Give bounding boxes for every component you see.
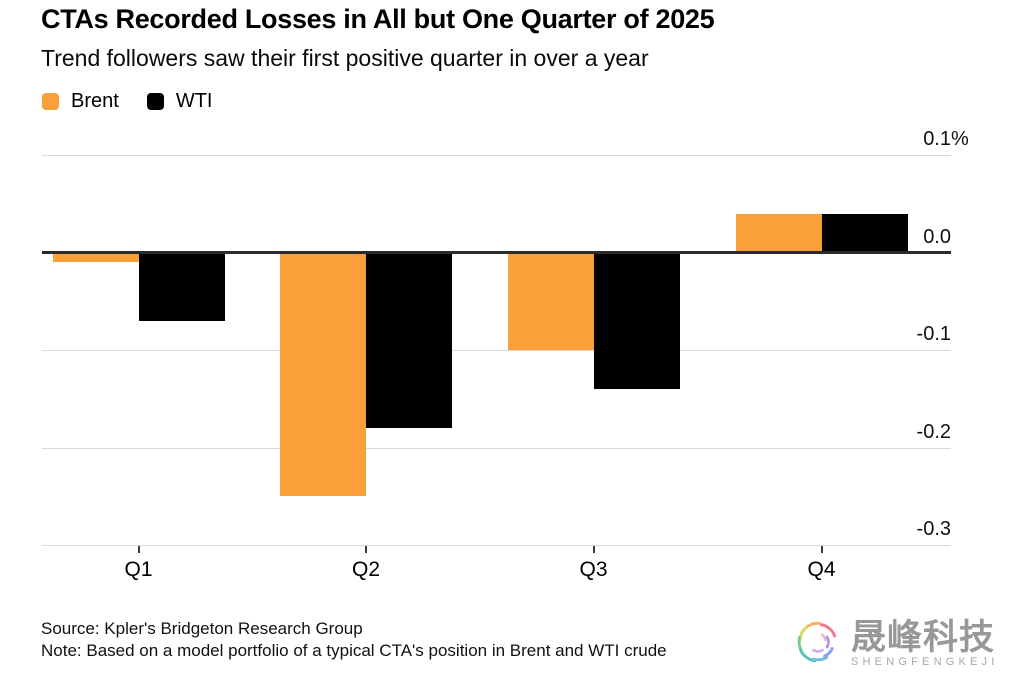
legend-item-wti: WTI: [146, 90, 213, 113]
legend: Brent WTI: [42, 90, 212, 113]
x-axis-label-q3: Q3: [579, 558, 608, 581]
footer: Source: Kpler's Bridgeton Research Group…: [41, 618, 667, 661]
bar-brent-q1: [52, 252, 139, 263]
watermark-english-name: SHENGFENGKEJI: [851, 656, 999, 668]
gridline--0.2: [42, 447, 951, 449]
swirl-logo-icon: [793, 616, 843, 673]
plot-area: 0.1% 0.0 -0.1 -0.2 -0.3 Q1 Q2 Q3 Q4: [42, 128, 969, 581]
chart-title: CTAs Recorded Losses in All but One Quar…: [41, 4, 715, 34]
bar-brent-q2: [280, 252, 366, 497]
note-line: Note: Based on a model portfolio of a ty…: [41, 640, 667, 660]
wti-swatch-icon: [146, 93, 164, 110]
brent-swatch-icon: [42, 93, 59, 110]
x-axis-tick-q3: [592, 546, 595, 553]
y-axis-label--0.3: -0.3: [916, 518, 951, 540]
x-axis-tick-q2: [365, 546, 367, 553]
bar-wti-q2: [366, 252, 452, 428]
y-axis-unit-suffix: %: [951, 128, 969, 150]
bar-wti-q3: [593, 252, 680, 389]
y-axis-label-0.0: 0.0: [923, 225, 951, 248]
watermark-logo: 晟峰科技 SHENGFENGKEJI: [793, 616, 999, 673]
y-axis-label--0.2: -0.2: [916, 420, 951, 443]
x-axis-tick-q4: [820, 546, 823, 553]
y-axis-label--0.1: -0.1: [916, 323, 951, 345]
x-axis-label-q4: Q4: [807, 558, 836, 581]
gridline--0.1: [42, 350, 951, 351]
zero-baseline: [42, 251, 951, 254]
watermark-text: 晟峰科技 SHENGFENGKEJI: [851, 620, 999, 669]
bar-wti-q1: [138, 252, 225, 321]
chart-subtitle: Trend followers saw their first positive…: [41, 45, 649, 71]
bar-brent-q3: [507, 252, 594, 350]
bar-brent-q4: [735, 213, 822, 253]
x-axis-label-q1: Q1: [124, 558, 153, 581]
source-line: Source: Kpler's Bridgeton Research Group: [41, 619, 363, 638]
watermark-chinese-name: 晟峰科技: [851, 618, 996, 657]
bar-wti-q4: [821, 213, 908, 253]
legend-label-brent: Brent: [71, 90, 119, 112]
x-axis-label-q2: Q2: [351, 558, 380, 581]
x-axis-tick-q1: [137, 546, 140, 553]
gridline-0.1: [42, 155, 951, 156]
legend-label-wti: WTI: [175, 90, 213, 112]
gridline--0.3: [42, 545, 951, 546]
y-axis-label-0.1: 0.1%: [923, 128, 969, 150]
legend-item-brent: Brent: [42, 90, 119, 113]
